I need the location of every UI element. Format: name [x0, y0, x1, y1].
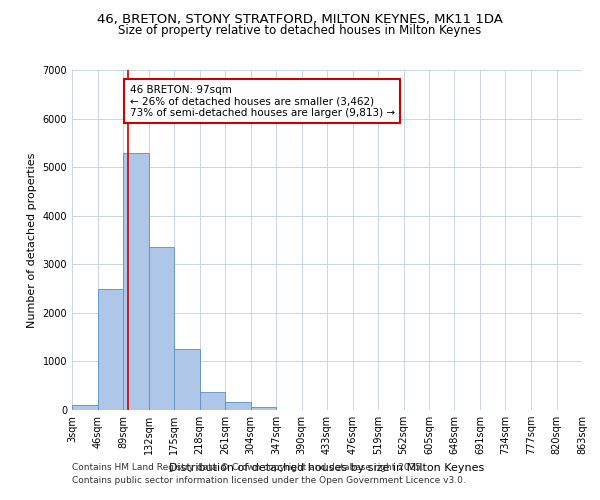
Bar — [72, 404, 97, 410]
Bar — [225, 402, 251, 410]
Text: Contains public sector information licensed under the Open Government Licence v3: Contains public sector information licen… — [72, 476, 466, 485]
Text: 46 BRETON: 97sqm
← 26% of detached houses are smaller (3,462)
73% of semi-detach: 46 BRETON: 97sqm ← 26% of detached house… — [130, 84, 395, 118]
Bar — [97, 288, 123, 410]
Bar — [251, 407, 276, 410]
Y-axis label: Number of detached properties: Number of detached properties — [27, 152, 37, 328]
Text: Contains HM Land Registry data © Crown copyright and database right 2025.: Contains HM Land Registry data © Crown c… — [72, 464, 424, 472]
Bar — [123, 152, 149, 410]
Bar — [174, 350, 199, 410]
X-axis label: Distribution of detached houses by size in Milton Keynes: Distribution of detached houses by size … — [169, 462, 485, 472]
Text: 46, BRETON, STONY STRATFORD, MILTON KEYNES, MK11 1DA: 46, BRETON, STONY STRATFORD, MILTON KEYN… — [97, 12, 503, 26]
Text: Size of property relative to detached houses in Milton Keynes: Size of property relative to detached ho… — [118, 24, 482, 37]
Bar — [149, 248, 174, 410]
Bar — [199, 392, 225, 410]
